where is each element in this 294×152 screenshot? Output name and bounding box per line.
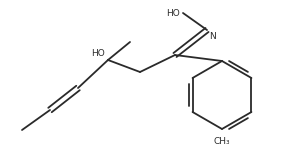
- Text: N: N: [209, 32, 216, 41]
- Text: CH₃: CH₃: [214, 137, 230, 146]
- Text: HO: HO: [91, 49, 105, 58]
- Text: HO: HO: [166, 9, 180, 17]
